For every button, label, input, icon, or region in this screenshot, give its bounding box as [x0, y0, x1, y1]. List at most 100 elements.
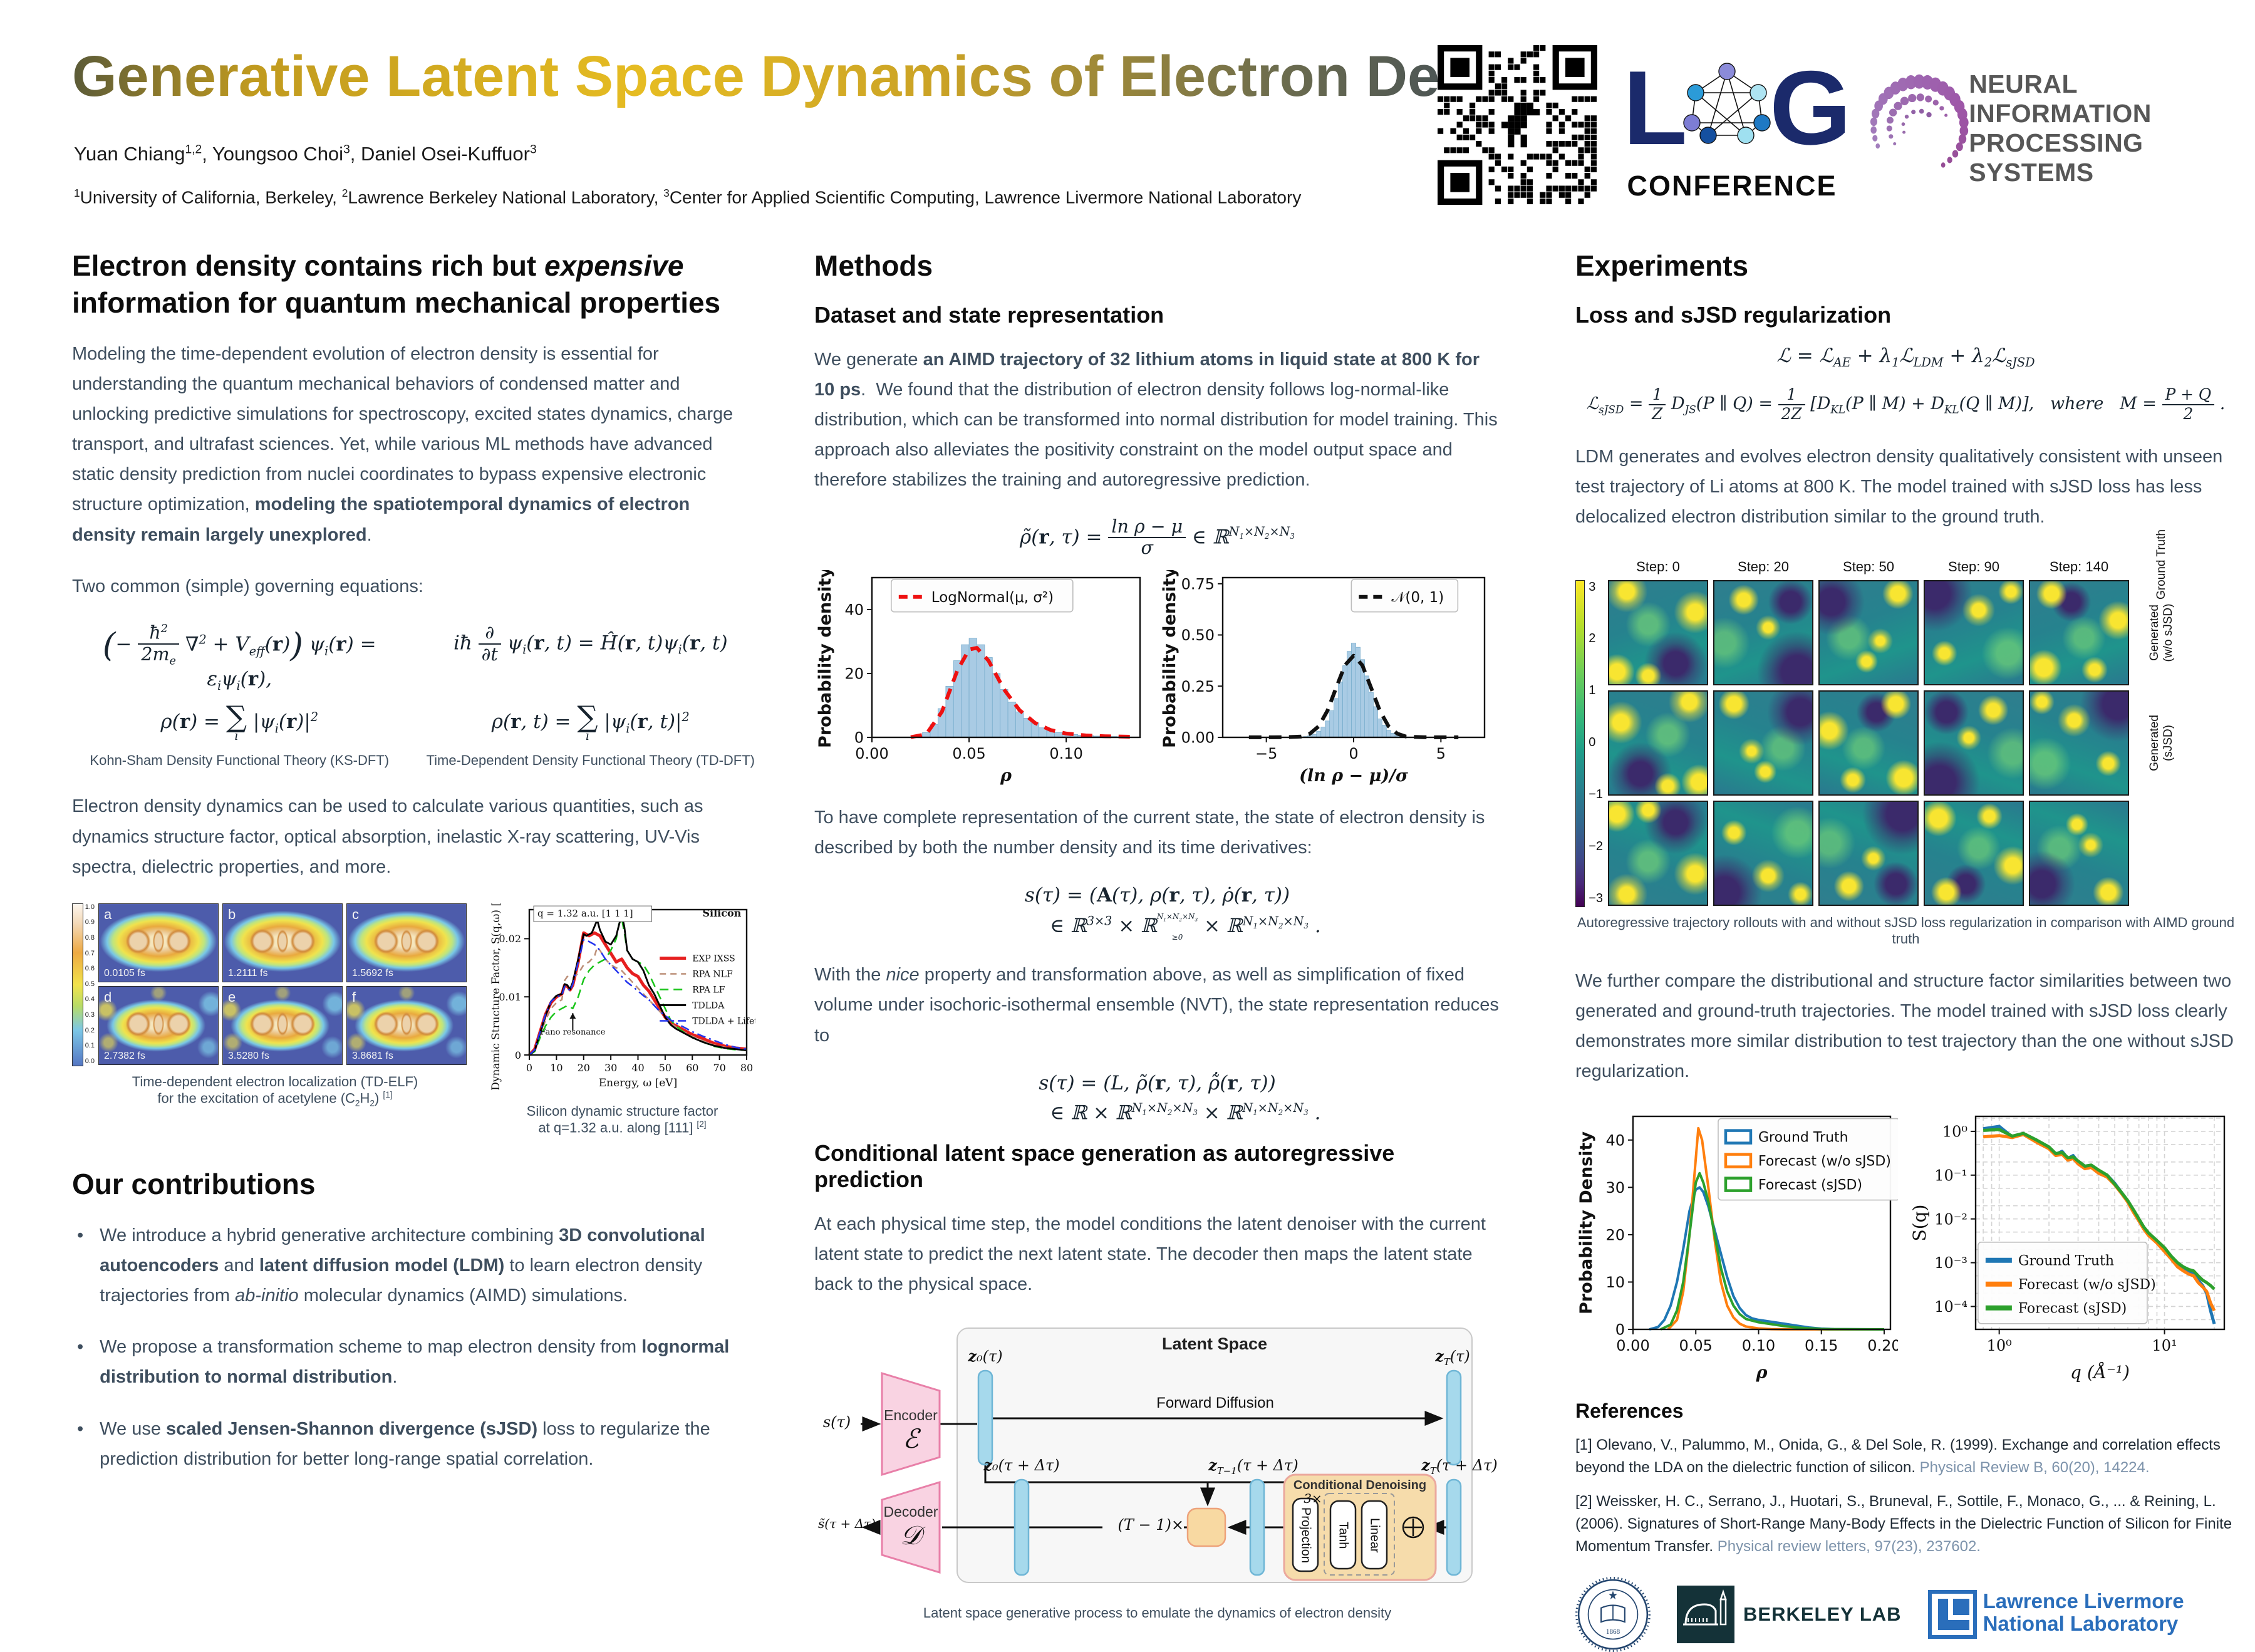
- zT-bar: [1446, 1370, 1462, 1466]
- step-label: Step: 90: [1948, 558, 1999, 574]
- heatmap-gt-step90: [1924, 579, 2024, 685]
- step-label: Step: 20: [1738, 558, 1789, 574]
- svg-text:0.00: 0.00: [855, 745, 888, 762]
- heatmap-wo-step20: [1713, 690, 1813, 796]
- svg-text:5: 5: [1436, 745, 1446, 762]
- log-logo-conference: CONFERENCE: [1627, 170, 1837, 202]
- svg-text:0: 0: [515, 1049, 521, 1061]
- heatmap-wo-step140: [2029, 690, 2129, 796]
- svg-text:0.15: 0.15: [1805, 1337, 1838, 1354]
- berkeley-lab-logo: BERKELEY LAB: [1677, 1586, 1902, 1644]
- dataset-paragraph: We generate an AIMD trajectory of 32 lit…: [814, 349, 1498, 491]
- td-dft-caption: Time-Dependent Density Functional Theory…: [426, 752, 755, 769]
- experiments-heading: Experiments: [1575, 249, 1749, 282]
- svg-text:S(q): S(q): [1910, 1205, 1930, 1242]
- merge-box: [1186, 1508, 1226, 1547]
- contribution-item-3: • We use scaled Jensen-Shannon divergence…: [77, 1414, 758, 1474]
- td-elf-colorbar-gradient: [72, 903, 83, 1066]
- svg-text:20: 20: [1605, 1227, 1625, 1244]
- silicon-dsf-figure: 0 10 20 30 40 50 60 70 80 0 0.01 0.02 Energy, ω [eV]…: [489, 874, 779, 1136]
- zTm1-next-label: zT−1(τ + Δτ): [1208, 1456, 1299, 1477]
- neurips-swirl-icon: [1870, 74, 1969, 168]
- poster: Generative Latent Space Dynamics of Elec…: [0, 0, 2255, 1504]
- diagram-caption: Latent space generative process to emula…: [923, 1605, 1392, 1621]
- svg-text:10⁻²: 10⁻²: [1934, 1210, 1967, 1228]
- svg-text:TDLDA: TDLDA: [692, 1000, 725, 1010]
- svg-text:20: 20: [844, 665, 864, 683]
- svg-text:10⁻¹: 10⁻¹: [1934, 1167, 1967, 1185]
- svg-text:𝒩(0, 1): 𝒩(0, 1): [1391, 590, 1444, 606]
- z0-bar: [977, 1370, 993, 1466]
- svg-text:0.05: 0.05: [952, 745, 985, 762]
- td-elf-caption: Time-dependent electron localization (TD…: [132, 1073, 418, 1108]
- ks-dft-equation-2: ρ(r) = ∑ i |ψi(r)|2: [160, 700, 319, 744]
- svg-text:20: 20: [578, 1062, 590, 1074]
- svg-text:0.05: 0.05: [1679, 1337, 1713, 1354]
- svg-text:70: 70: [713, 1062, 725, 1074]
- svg-text:10: 10: [1605, 1274, 1625, 1291]
- state-equation-2a: s(τ) = (L, ρ̃(r, τ), ρ̃̇(r, τ)): [1039, 1071, 1276, 1094]
- zTm1-next-bar: [1249, 1479, 1265, 1576]
- heatmap-gt-step20: [1713, 579, 1813, 685]
- encoder-symbol: ℰ: [903, 1423, 919, 1455]
- lognormal-distribution-chart: 0.00 0.05 0.10 0 20 40 ρ Probability density Log…: [816, 570, 1141, 786]
- svg-text:Fano resonance: Fano resonance: [540, 1027, 605, 1037]
- svg-text:60: 60: [686, 1062, 698, 1074]
- svg-text:Dynamic Structure Factor, S(q: Dynamic Structure Factor, S(q,ω) [eV⁻¹]: [490, 903, 502, 1091]
- z0-label: z₀(τ): [968, 1347, 1003, 1366]
- linear-label: Linear: [1367, 1517, 1382, 1553]
- encoder-shape: [881, 1372, 941, 1477]
- silicon-dsf-chart: 0 10 20 30 40 50 60 70 80 0 0.01 0.02 Energy, ω [eV]…: [490, 874, 779, 1091]
- heatmap-sjsd-step20: [1713, 800, 1813, 906]
- step-label: Step: 0: [1636, 558, 1680, 574]
- heatmap-gt-step50: [1818, 579, 1919, 685]
- svg-text:0.50: 0.50: [1181, 626, 1215, 644]
- svg-text:Forecast (w/o sJSD): Forecast (w/o sJSD): [1758, 1154, 1891, 1170]
- neurips-logo-text: NEURAL INFORMATION PROCESSING SYSTEMS: [1969, 69, 2152, 187]
- svg-text:Probability Density: Probability Density: [1577, 1131, 1596, 1314]
- contribution-item-2: • We propose a transformation scheme to m…: [77, 1332, 758, 1392]
- heatmap-sjsd-step140: [2029, 800, 2129, 906]
- conditional-denoising-label: Conditional Denoising: [1293, 1478, 1427, 1493]
- bullet-icon: •: [77, 1418, 84, 1439]
- row-label-ground-truth: Ground Truth: [2155, 529, 2169, 600]
- svg-text:0.00: 0.00: [1616, 1337, 1649, 1354]
- authors: Yuan Chiang1,2, Youngsoo Choi3, Daniel O…: [74, 143, 537, 165]
- projection-label: Projection: [1299, 1507, 1313, 1563]
- reference-2: [2] Weissker, H. C., Serrano, J., Huotar…: [1575, 1493, 2232, 1556]
- governing-equations: (− ħ2 2me ∇2 + Veff(r)) ψi(r) = εiψi(r), …: [72, 622, 758, 769]
- affiliations: 1University of California, Berkeley, 2La…: [74, 187, 1302, 207]
- intro-paragraph: Modeling the time-dependent evolution of…: [72, 343, 734, 545]
- column-experiments: Experiments Loss and sJSD regularization…: [1575, 247, 2236, 1652]
- svg-text:10: 10: [550, 1062, 562, 1074]
- svg-text:10⁻⁴: 10⁻⁴: [1934, 1298, 1967, 1316]
- llnl-text: Lawrence Livermore National Laboratory: [1983, 1589, 2184, 1635]
- svg-text:Ground Truth: Ground Truth: [1758, 1130, 1848, 1146]
- svg-text:Silicon: Silicon: [702, 907, 741, 919]
- svg-text:ρ: ρ: [1756, 1363, 1768, 1383]
- heatmap-caption: Autoregressive trajectory rollouts with …: [1577, 914, 2235, 947]
- comparison-paragraph: We further compare the distributional an…: [1575, 970, 2234, 1081]
- heatmap-sjsd-step0: [1608, 800, 1708, 906]
- svg-text:q = 1.32 a.u. [1 1 1]: q = 1.32 a.u. [1 1 1]: [537, 908, 633, 919]
- svg-text:10⁻³: 10⁻³: [1934, 1254, 1967, 1272]
- llnl-logo: Lawrence Livermore National Laboratory: [1927, 1589, 2184, 1639]
- ldm-paragraph: LDM generates and evolves electron densi…: [1575, 447, 2223, 527]
- reference-1: [1] Olevano, V., Palummo, M., Onida, G.,…: [1575, 1436, 2221, 1477]
- step-label: Step: 50: [1843, 558, 1894, 574]
- svg-text:RPA NLF: RPA NLF: [692, 969, 733, 979]
- svg-text:Forecast (sJSD): Forecast (sJSD): [2018, 1301, 2127, 1317]
- svg-text:Forecast (w/o sJSD): Forecast (w/o sJSD): [2018, 1277, 2156, 1293]
- loss-equation-1: ℒ = ℒAE + λ1ℒLDM + λ2ℒsJSD: [1776, 344, 2035, 370]
- svg-text:LogNormal(μ, σ²): LogNormal(μ, σ²): [931, 590, 1054, 606]
- institution-logos: 1868 BERKELEY LAB Law: [1575, 1577, 2236, 1652]
- density-dynamics-paragraph: Electron density dynamics can be used to…: [72, 796, 703, 877]
- svg-text:Probability density: Probability density: [1160, 570, 1179, 748]
- td-dft-equation-2: ρ(r, t) = ∑ i |ψi(r, t)|2: [491, 700, 690, 744]
- zT-next-label: zT(τ + Δτ): [1421, 1456, 1498, 1477]
- heatmap-colorbar-gradient: [1575, 579, 1585, 907]
- bullet-icon: •: [77, 1337, 84, 1358]
- td-elf-panel-a: a 0.0105 fs: [98, 903, 219, 982]
- svg-text:0.02: 0.02: [499, 933, 521, 945]
